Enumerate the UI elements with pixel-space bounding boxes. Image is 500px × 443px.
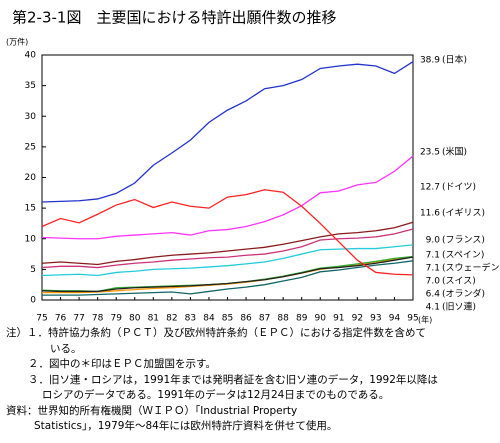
- y-tick-label: 0: [30, 296, 36, 306]
- series-line: [41, 155, 414, 240]
- y-tick-label: 5: [30, 265, 36, 275]
- end-value-label: 38.9: [420, 56, 440, 66]
- x-tick-label: 78: [92, 314, 104, 324]
- x-tick-label: 80: [129, 314, 141, 324]
- notes: 注）１．特許協力条約（ＰＣＴ）及び欧州特許条約（ＥＰＣ）における指定件数を含めて…: [6, 326, 496, 435]
- series-line: [41, 244, 414, 277]
- end-value-label: 4.1: [426, 303, 440, 313]
- y-unit: (万件): [6, 37, 28, 47]
- legend-label: (スイス): [442, 277, 476, 287]
- legend-label: (スウェーデン): [442, 262, 500, 274]
- chart-title: 第2-3-1図 主要国における特許出願件数の推移: [12, 9, 336, 27]
- x-tick-label: 81: [148, 314, 159, 324]
- x-tick-label: 90: [315, 314, 327, 324]
- y-tick-label: 20: [25, 173, 37, 183]
- x-tick-label: 87: [259, 314, 270, 324]
- x-tick-label: 88: [277, 314, 289, 324]
- chart: 第2-3-1図 主要国における特許出願件数の推移 (万件) (年) 0 5 10 15…: [6, 9, 500, 325]
- x-tick-label: 91: [333, 314, 344, 324]
- series-line: [42, 255, 414, 294]
- x-tick-label: 82: [166, 314, 177, 324]
- x-tick-label: 92: [352, 314, 363, 324]
- y-tick-label: 15: [25, 204, 36, 214]
- x-tick-label: 86: [240, 314, 252, 324]
- x-tick-label: 93: [370, 314, 381, 324]
- series-line: [41, 256, 414, 293]
- end-value-label: 7.1: [426, 264, 440, 274]
- end-value-label: 6.4: [426, 290, 441, 300]
- note-line: 資料：世界知的所有権機関（ＷＩＰＯ）「Industrial Property: [6, 404, 298, 417]
- legend-label: (米国): [442, 146, 467, 158]
- series-line: [41, 189, 414, 276]
- note-line: ロシアのデータである。1991年のデータは12月24日までのものである。: [42, 389, 390, 401]
- series-line: [41, 61, 414, 203]
- note-line: 注）１．特許協力条約（ＰＣＴ）及び欧州特許条約（ＥＰＣ）における指定件数を含めて: [6, 327, 426, 339]
- legend-label: (イギリス): [442, 208, 485, 219]
- legend-label: (オランダ): [442, 288, 485, 300]
- legend-label: (フランス): [442, 235, 485, 246]
- series-line: [42, 260, 414, 296]
- x-tick-label: 75: [36, 314, 47, 324]
- series-line: [41, 221, 414, 266]
- x-tick-label: 77: [73, 314, 84, 324]
- y-tick-label: 40: [25, 51, 37, 61]
- x-tick-label: 84: [203, 314, 215, 324]
- legend-label: (日本): [442, 54, 467, 66]
- end-value-label: 9.0: [426, 236, 441, 246]
- legend-label: (スペイン): [442, 251, 484, 261]
- note-line: ３．旧ソ連・ロシアは，1991年までは発明者証を含む旧ソ連のデータ，1992年以…: [28, 373, 438, 386]
- series-line: [41, 228, 414, 269]
- note-line: ２．図中の＊印はＥＰＣ加盟国を示す。: [28, 358, 216, 370]
- x-unit: (年): [418, 315, 432, 325]
- end-value-label: 7.1: [426, 251, 440, 261]
- note-line: Statistics」，1979年～84年には欧州特許庁資料を併せて使用。: [34, 420, 338, 432]
- y-tick-label: 35: [25, 81, 36, 91]
- x-tick-label: 83: [185, 314, 196, 324]
- end-value-label: 7.0: [426, 277, 441, 287]
- x-tick-label: 76: [55, 314, 67, 324]
- y-tick-label: 30: [25, 112, 37, 122]
- note-line: いる。: [50, 342, 82, 355]
- legend-label: (ドイツ): [442, 183, 476, 193]
- x-tick-label: 95: [407, 314, 418, 324]
- y-tick-label: 25: [25, 142, 36, 152]
- x-tick-label: 89: [296, 314, 308, 324]
- end-value-label: 23.5: [420, 148, 440, 158]
- y-tick-label: 10: [25, 234, 37, 244]
- x-tick-label: 85: [222, 314, 233, 324]
- x-tick-label: 79: [110, 314, 122, 324]
- end-value-label: 11.6: [420, 209, 440, 219]
- legend-label: (旧ソ連): [442, 301, 476, 313]
- series-line: [41, 255, 414, 293]
- x-tick-label: 94: [389, 314, 401, 324]
- end-value-label: 12.7: [420, 183, 440, 193]
